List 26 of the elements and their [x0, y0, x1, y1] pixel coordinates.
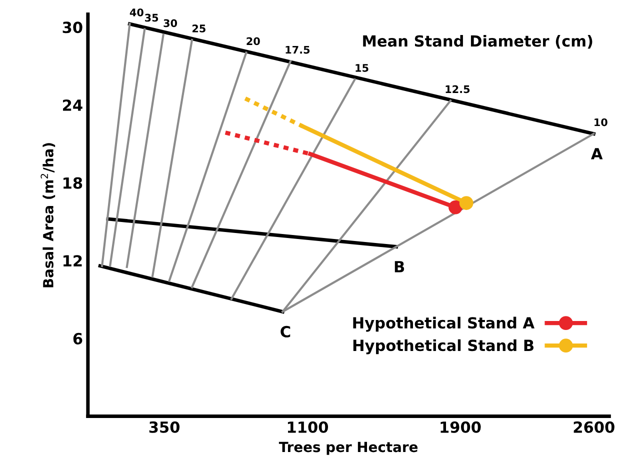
annotation: 17.5 [286, 46, 310, 54]
y-tick-label: 24 [63, 99, 82, 111]
y-tick-label: 18 [64, 177, 82, 189]
x-axis-title: Trees per Hectare [278, 442, 418, 455]
y-tick-label: 30 [62, 22, 82, 34]
annotation: 20 [246, 37, 260, 46]
annotation: 15 [356, 64, 368, 72]
annotation: 12.5 [446, 85, 470, 94]
annotation: B [394, 261, 404, 272]
annotation: 10 [594, 118, 608, 126]
annotation: 35 [145, 14, 158, 22]
x-tick-label: 350 [149, 421, 180, 433]
annotation: 25 [192, 24, 206, 32]
x-tick-label: 1900 [440, 421, 481, 433]
annotation: Mean Stand Diameter (cm) [363, 34, 592, 49]
y-tick-label: 12 [64, 255, 82, 266]
annotation: 30 [164, 19, 178, 28]
y-axis-title: Basal Area (m$^{2}$/ha) [40, 143, 56, 288]
y-tick-label: 6 [73, 332, 82, 344]
annotation: A [590, 148, 603, 160]
legend-label: Hypothetical Stand B [353, 339, 534, 354]
annotation: 40 [130, 8, 144, 16]
x-tick-label: 2600 [574, 421, 614, 433]
annotation: C [280, 326, 290, 338]
legend-label: Hypothetical Stand A [353, 316, 534, 332]
x-tick-label: 1100 [288, 421, 328, 433]
